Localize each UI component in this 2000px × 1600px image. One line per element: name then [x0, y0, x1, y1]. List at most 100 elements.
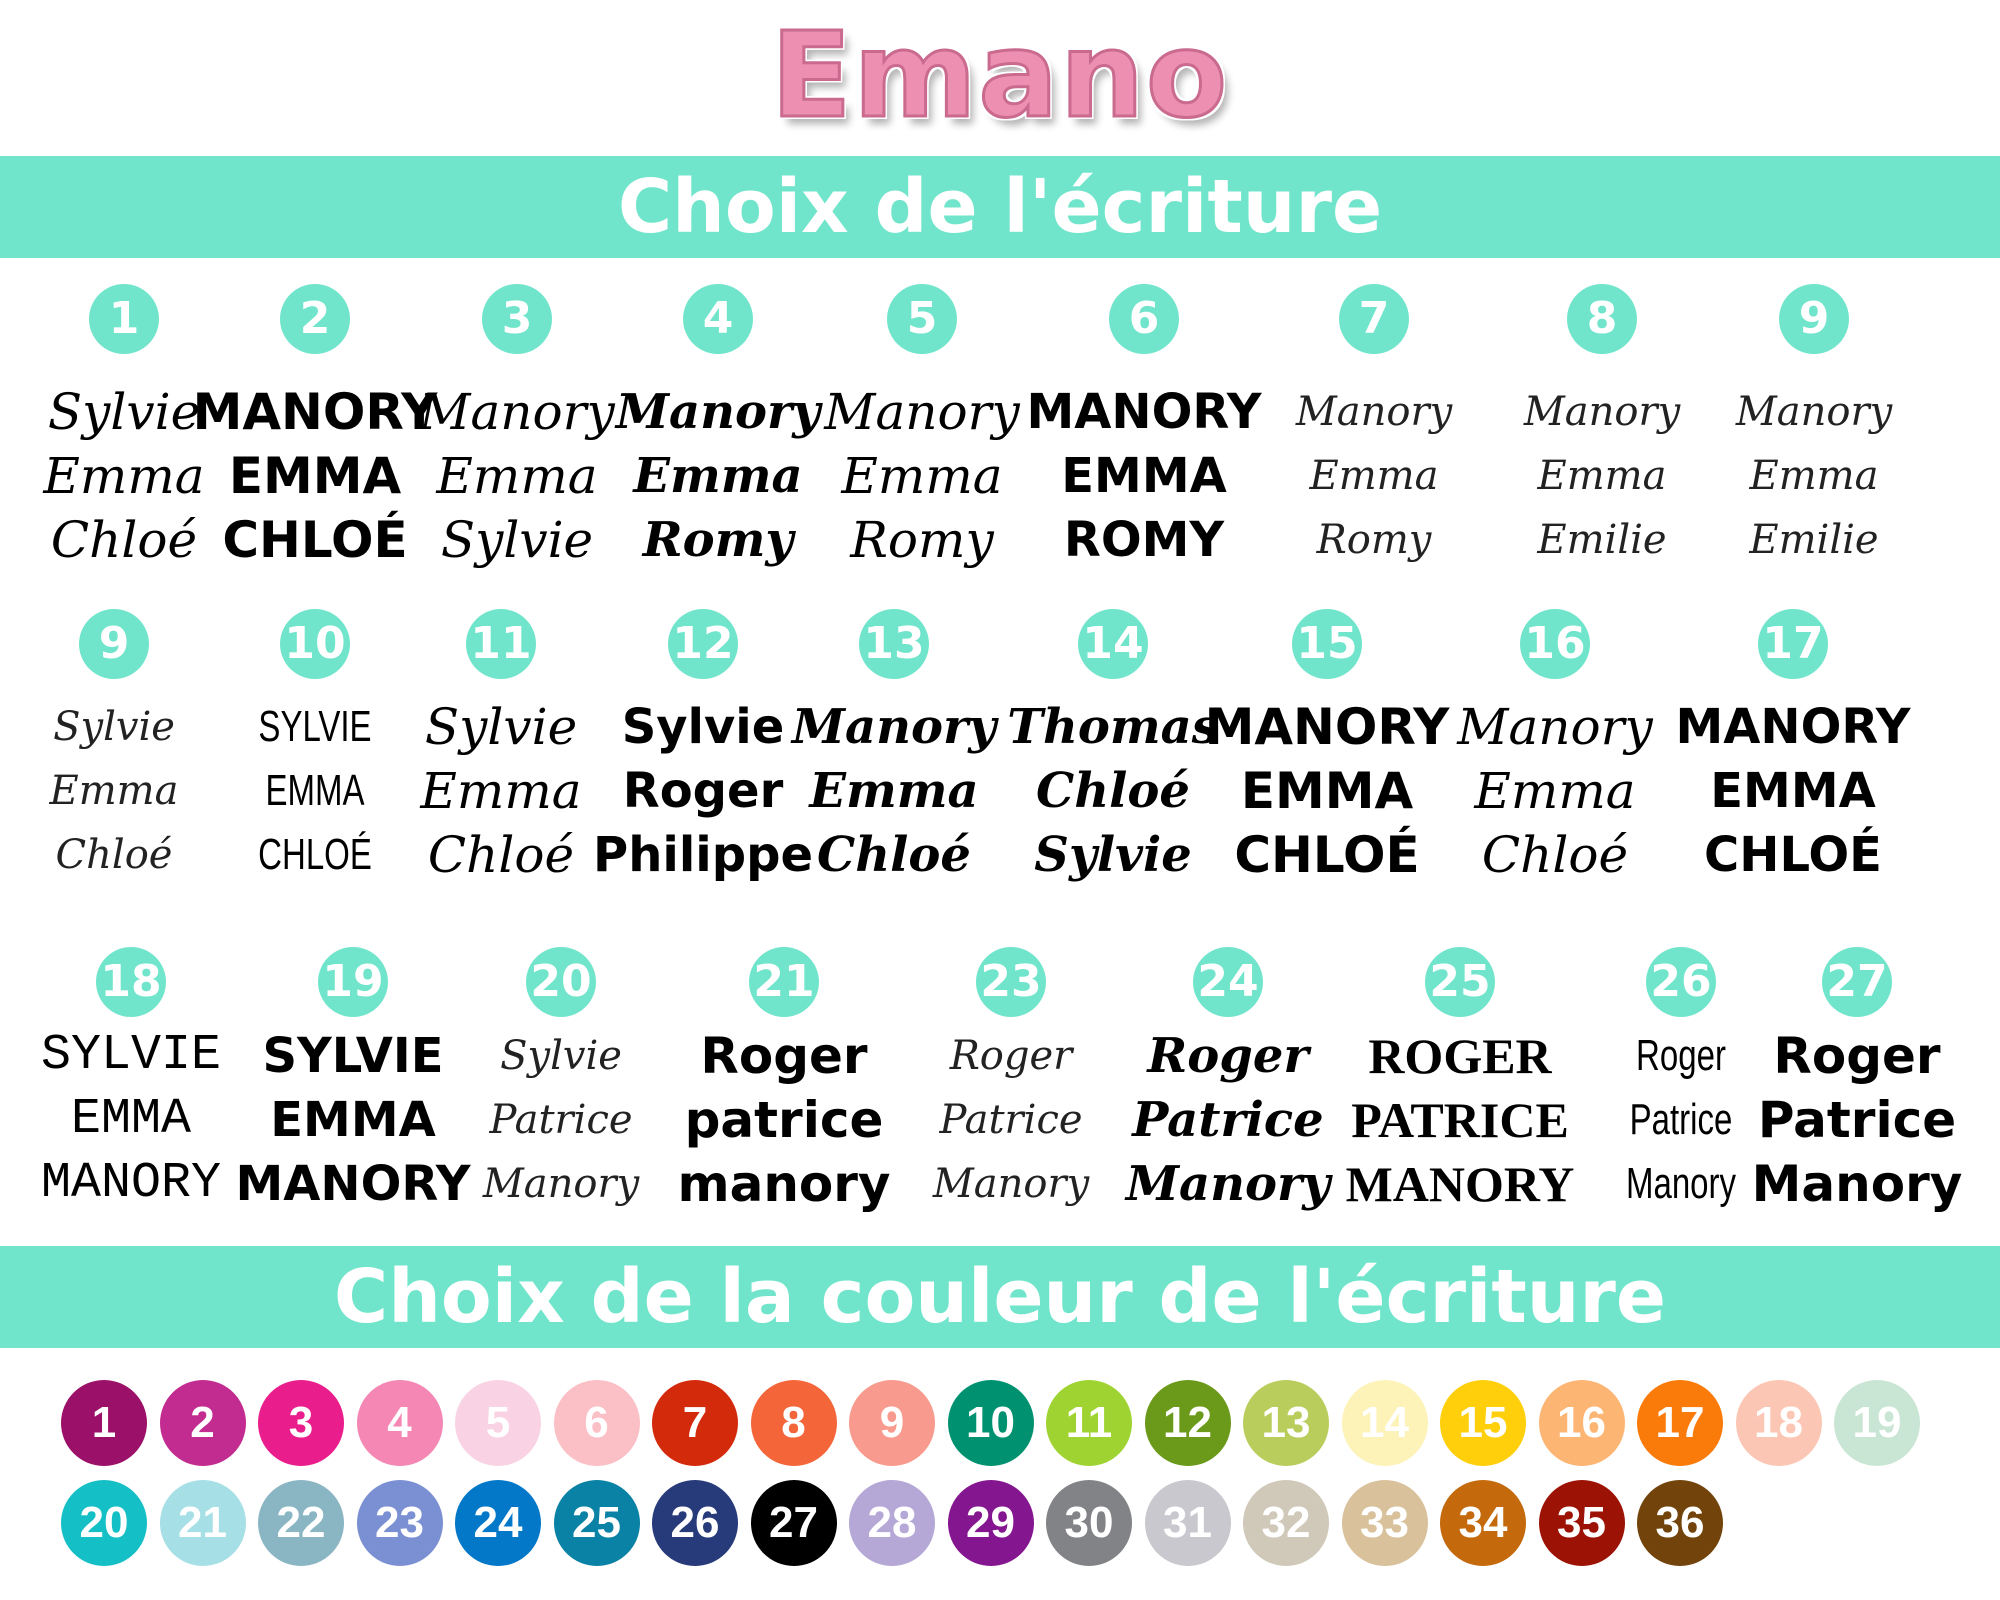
- color-swatch[interactable]: 1: [61, 1380, 147, 1466]
- font-sample-line: MANORY: [1026, 384, 1262, 440]
- font-sample[interactable]: Sylvie Patrice Manory: [483, 1024, 639, 1216]
- color-swatch[interactable]: 25: [553, 1480, 640, 1566]
- color-swatch[interactable]: 27: [750, 1480, 837, 1566]
- font-sample[interactable]: Manory Emma Sylvie: [419, 380, 614, 572]
- font-number-badge: 15: [1292, 609, 1362, 679]
- font-number-badge: 25: [1425, 947, 1495, 1017]
- color-swatch[interactable]: 36: [1637, 1480, 1723, 1566]
- color-swatch[interactable]: 24: [455, 1480, 541, 1566]
- color-swatch[interactable]: 34: [1440, 1480, 1526, 1566]
- color-swatch[interactable]: 6: [553, 1380, 640, 1466]
- color-swatch[interactable]: 2: [159, 1380, 246, 1466]
- font-sample[interactable]: ROGER PATRICE MANORY: [1346, 1024, 1575, 1216]
- color-swatch[interactable]: 14: [1341, 1380, 1428, 1466]
- font-sample[interactable]: Roger patrice manory: [677, 1024, 890, 1216]
- font-sample[interactable]: Thomas Chloé Sylvie: [1007, 695, 1219, 887]
- font-sample-line: Emma: [49, 768, 179, 814]
- color-swatch[interactable]: 16: [1538, 1380, 1625, 1466]
- font-sample[interactable]: Manory Emma Emilie: [1524, 380, 1680, 572]
- color-swatch[interactable]: 10: [947, 1380, 1034, 1466]
- font-sample-line: Roger: [1773, 1027, 1941, 1085]
- font-sample-line: Manory: [1295, 389, 1453, 435]
- color-swatch[interactable]: 3: [258, 1380, 344, 1466]
- font-sample-line: Patrice: [1629, 1095, 1733, 1144]
- font-number-badge: 4: [683, 284, 753, 354]
- font-sample-line: Emma: [1537, 453, 1667, 499]
- font-sample-line: Manory: [1125, 1156, 1331, 1212]
- font-sample[interactable]: Roger Patrice Manory: [1126, 1024, 1330, 1216]
- color-swatch[interactable]: 21: [159, 1480, 246, 1566]
- font-sample-line: Manory: [1523, 389, 1681, 435]
- color-swatch[interactable]: 31: [1144, 1480, 1231, 1566]
- font-number-badge: 19: [318, 947, 388, 1017]
- font-sample[interactable]: Manory Emma Emilie: [1736, 380, 1892, 572]
- color-swatch[interactable]: 15: [1440, 1380, 1526, 1466]
- font-sample-line: patrice: [684, 1091, 884, 1149]
- color-swatch[interactable]: 5: [455, 1380, 541, 1466]
- font-sample[interactable]: Roger Patrice Manory: [1752, 1024, 1963, 1216]
- color-swatch[interactable]: 11: [1046, 1380, 1132, 1466]
- font-sample-line: Philippe: [593, 827, 813, 883]
- font-sample[interactable]: Sylvie Emma Chloé: [50, 695, 179, 887]
- font-sample-line: Thomas: [1007, 699, 1219, 755]
- color-swatch[interactable]: 4: [356, 1380, 443, 1466]
- font-sample-line: SYLVIE: [40, 1027, 222, 1084]
- font-sample[interactable]: Manory Emma Chloé: [1457, 695, 1652, 887]
- color-swatch[interactable]: 8: [750, 1380, 837, 1466]
- font-sample[interactable]: SYLVIE EMMA CHLOÉ: [258, 695, 372, 887]
- font-sample-line: MANORY: [1204, 698, 1450, 756]
- color-swatch[interactable]: 35: [1538, 1480, 1625, 1566]
- font-sample[interactable]: MANORY EMMA CHLOÉ: [1205, 695, 1450, 887]
- font-sample-line: MANORY: [192, 383, 438, 441]
- font-sample-line: Emilie: [1537, 517, 1667, 563]
- font-sample[interactable]: SYLVIE EMMA MANORY: [41, 1024, 221, 1216]
- color-swatch[interactable]: 26: [652, 1480, 738, 1566]
- color-swatch[interactable]: 9: [849, 1380, 935, 1466]
- font-sample[interactable]: SYLVIE EMMA MANORY: [236, 1024, 471, 1216]
- font-number-badge: 9: [79, 609, 149, 679]
- color-swatch[interactable]: 18: [1735, 1380, 1822, 1466]
- font-sample-line: Patrice: [489, 1097, 633, 1143]
- font-number-badge: 10: [280, 609, 350, 679]
- font-sample-line: CHLOÉ: [1704, 827, 1882, 883]
- font-sample[interactable]: Sylvie Emma Chloé: [43, 380, 204, 572]
- font-sample-line: Manory: [615, 384, 821, 440]
- color-swatch[interactable]: 23: [356, 1480, 443, 1566]
- font-number-badge: 3: [482, 284, 552, 354]
- font-sample[interactable]: Manory Emma Romy: [616, 380, 820, 572]
- font-sample-line: Emma: [1749, 453, 1879, 499]
- color-swatch[interactable]: 32: [1243, 1480, 1329, 1566]
- font-sample[interactable]: Sylvie Roger Philippe: [593, 695, 813, 887]
- color-swatch[interactable]: 33: [1341, 1480, 1428, 1566]
- color-swatch[interactable]: 28: [849, 1480, 935, 1566]
- font-sample-line: Chloé: [50, 511, 198, 569]
- color-swatch[interactable]: 22: [258, 1480, 344, 1566]
- font-sample-line: Emma: [633, 448, 803, 504]
- font-number-badge: 17: [1758, 609, 1828, 679]
- font-sample-line: Roger: [622, 763, 784, 819]
- font-sample[interactable]: Roger Patrice Manory: [1626, 1024, 1736, 1216]
- font-sample-line: Emma: [43, 447, 205, 505]
- color-swatch[interactable]: 29: [947, 1480, 1034, 1566]
- color-swatch[interactable]: 13: [1243, 1380, 1329, 1466]
- font-sample-line: CHLOÉ: [1234, 826, 1420, 884]
- font-sample[interactable]: Manory Emma Chloé: [792, 695, 996, 887]
- font-sample[interactable]: MANORY EMMA ROMY: [1027, 380, 1262, 572]
- font-sample[interactable]: Manory Emma Romy: [1296, 380, 1452, 572]
- font-sample-line: Manory: [1625, 1159, 1737, 1208]
- font-sample[interactable]: Sylvie Emma Chloé: [420, 695, 581, 887]
- font-number-badge: 6: [1109, 284, 1179, 354]
- color-swatch[interactable]: 7: [652, 1380, 738, 1466]
- font-sample[interactable]: MANORY EMMA CHLOÉ: [1676, 695, 1911, 887]
- color-swatch[interactable]: 12: [1144, 1380, 1231, 1466]
- font-sample[interactable]: MANORY EMMA CHLOÉ: [193, 380, 438, 572]
- font-sample[interactable]: Manory Emma Romy: [824, 380, 1019, 572]
- color-swatch[interactable]: 30: [1046, 1480, 1132, 1566]
- font-number-badge: 8: [1567, 284, 1637, 354]
- color-swatch[interactable]: 17: [1637, 1380, 1723, 1466]
- font-sample-line: Sylvie: [500, 1033, 622, 1079]
- font-sample[interactable]: Roger Patrice Manory: [933, 1024, 1089, 1216]
- color-swatch[interactable]: 19: [1834, 1380, 1920, 1466]
- font-sample-line: Roger: [949, 1033, 1073, 1079]
- color-swatch[interactable]: 20: [61, 1480, 147, 1566]
